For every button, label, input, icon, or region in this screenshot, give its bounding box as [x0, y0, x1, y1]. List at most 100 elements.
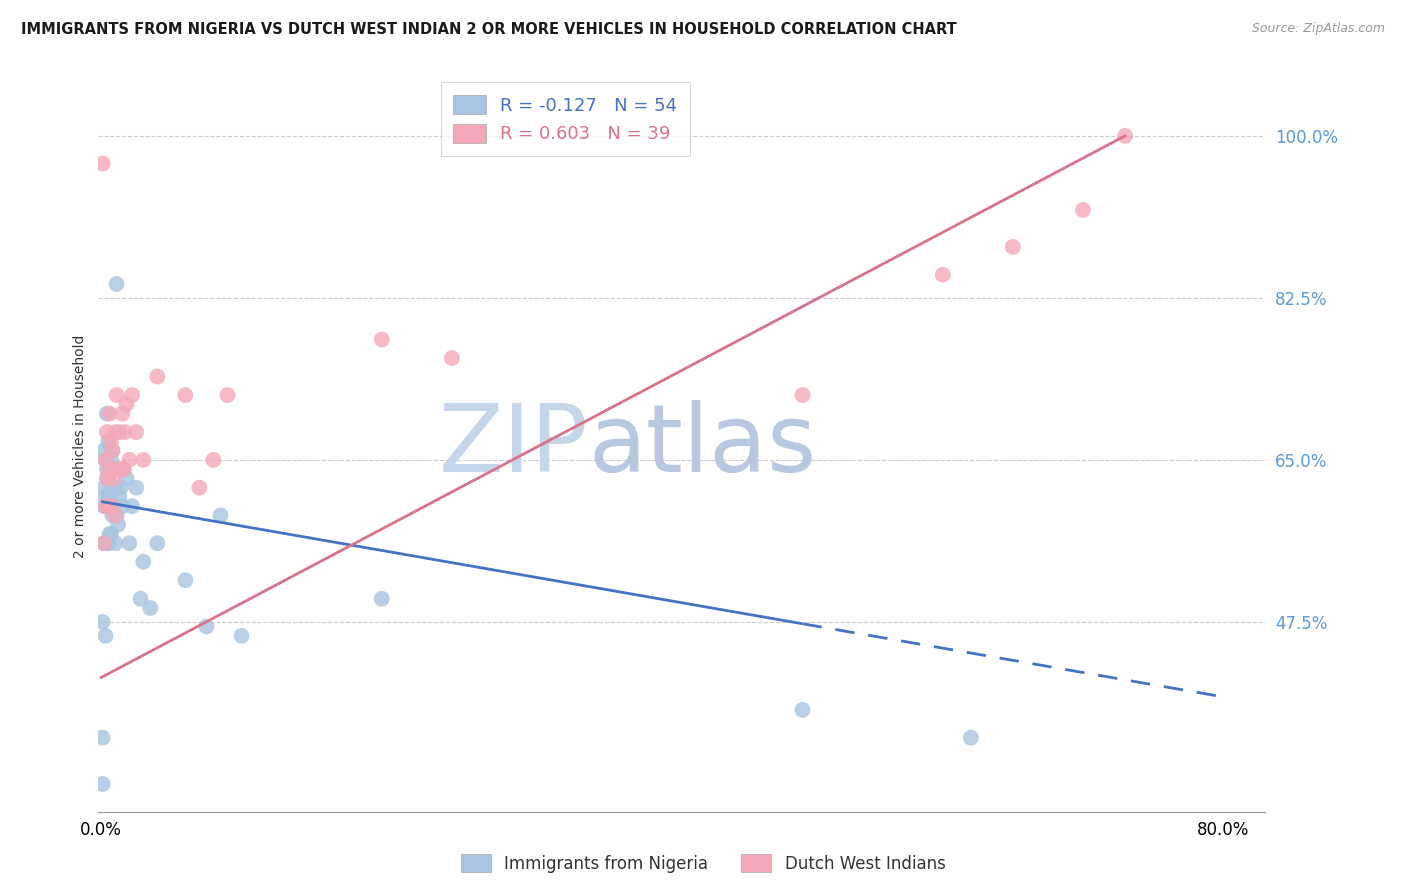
Point [93, 536, 115, 550]
Point [101, 508, 124, 523]
Point [107, 462, 129, 476]
Point [108, 490, 131, 504]
Point [96, 462, 118, 476]
Point [174, 388, 197, 402]
Point [94, 453, 117, 467]
Point [105, 277, 128, 291]
Legend: R = -0.127   N = 54, R = 0.603   N = 39: R = -0.127 N = 54, R = 0.603 N = 39 [440, 82, 690, 156]
Point [1001, 240, 1024, 254]
Point [115, 397, 138, 411]
Point [104, 508, 127, 523]
Point [103, 462, 125, 476]
Point [104, 425, 127, 439]
Point [100, 434, 122, 449]
Point [101, 443, 124, 458]
Point [115, 471, 138, 485]
Point [111, 407, 134, 421]
Point [103, 499, 125, 513]
Point [103, 471, 125, 485]
Text: IMMIGRANTS FROM NIGERIA VS DUTCH WEST INDIAN 2 OR MORE VEHICLES IN HOUSEHOLD COR: IMMIGRANTS FROM NIGERIA VS DUTCH WEST IN… [21, 22, 957, 37]
Point [93, 536, 115, 550]
Point [960, 731, 983, 745]
Point [93, 499, 115, 513]
Point [146, 536, 169, 550]
Point [121, 388, 143, 402]
Point [174, 574, 197, 588]
Point [100, 527, 122, 541]
Point [94, 490, 117, 504]
Point [101, 499, 124, 513]
Point [98, 462, 121, 476]
Text: atlas: atlas [589, 400, 817, 492]
Point [91, 615, 114, 629]
Point [91, 156, 114, 170]
Point [129, 591, 152, 606]
Point [188, 481, 211, 495]
Point [98, 527, 121, 541]
Point [440, 351, 463, 365]
Point [100, 499, 122, 513]
Point [101, 443, 124, 458]
Point [112, 462, 135, 476]
Point [139, 601, 162, 615]
Point [195, 619, 218, 633]
Point [96, 407, 118, 421]
Point [110, 481, 132, 495]
Point [96, 536, 118, 550]
Point [202, 453, 225, 467]
Point [231, 629, 253, 643]
Point [93, 443, 115, 458]
Point [96, 471, 118, 485]
Point [94, 536, 117, 550]
Point [105, 508, 128, 523]
Y-axis label: 2 or more Vehicles in Household: 2 or more Vehicles in Household [73, 334, 87, 558]
Point [132, 555, 155, 569]
Point [792, 703, 814, 717]
Point [121, 499, 143, 513]
Point [104, 536, 127, 550]
Point [97, 499, 120, 513]
Legend: Immigrants from Nigeria, Dutch West Indians: Immigrants from Nigeria, Dutch West Indi… [454, 847, 952, 880]
Point [132, 453, 155, 467]
Point [104, 481, 127, 495]
Point [101, 481, 124, 495]
Point [217, 388, 239, 402]
Point [98, 462, 121, 476]
Point [371, 591, 394, 606]
Point [107, 517, 129, 532]
Point [100, 453, 122, 467]
Point [118, 453, 141, 467]
Point [108, 425, 131, 439]
Point [98, 407, 121, 421]
Point [97, 434, 120, 449]
Point [110, 462, 132, 476]
Point [94, 453, 117, 467]
Point [932, 268, 955, 282]
Point [125, 425, 148, 439]
Point [97, 499, 120, 513]
Point [105, 388, 128, 402]
Point [1071, 202, 1094, 217]
Point [209, 508, 232, 523]
Point [146, 369, 169, 384]
Point [97, 471, 120, 485]
Point [111, 499, 134, 513]
Point [94, 629, 117, 643]
Text: ZIP: ZIP [439, 400, 589, 492]
Point [1114, 128, 1136, 143]
Point [91, 731, 114, 745]
Text: Source: ZipAtlas.com: Source: ZipAtlas.com [1251, 22, 1385, 36]
Point [118, 536, 141, 550]
Point [94, 499, 117, 513]
Point [114, 425, 136, 439]
Point [96, 499, 118, 513]
Point [125, 481, 148, 495]
Point [371, 333, 394, 347]
Point [792, 388, 814, 402]
Point [97, 536, 120, 550]
Point [93, 481, 115, 495]
Point [96, 425, 118, 439]
Point [112, 462, 135, 476]
Point [98, 490, 121, 504]
Point [91, 777, 114, 791]
